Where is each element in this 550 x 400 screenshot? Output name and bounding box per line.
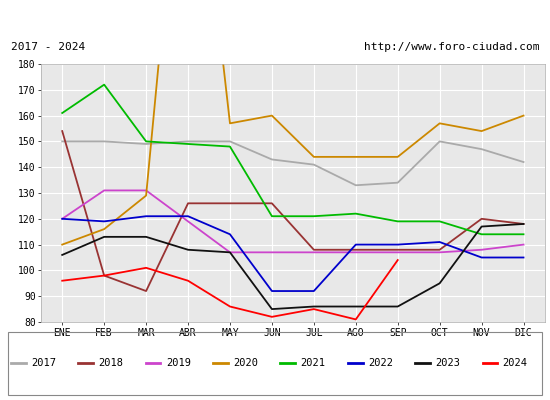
Text: 2017: 2017 bbox=[31, 358, 56, 368]
Text: 2017 - 2024: 2017 - 2024 bbox=[11, 42, 85, 52]
Text: 2022: 2022 bbox=[368, 358, 393, 368]
Text: 2023: 2023 bbox=[436, 358, 460, 368]
Text: Evolucion del paro registrado en Tordoia: Evolucion del paro registrado en Tordoia bbox=[107, 10, 443, 24]
Text: 2020: 2020 bbox=[233, 358, 258, 368]
Text: 2018: 2018 bbox=[98, 358, 124, 368]
Text: 2021: 2021 bbox=[301, 358, 326, 368]
Text: http://www.foro-ciudad.com: http://www.foro-ciudad.com bbox=[364, 42, 539, 52]
Text: 2024: 2024 bbox=[503, 358, 528, 368]
Text: 2019: 2019 bbox=[166, 358, 191, 368]
